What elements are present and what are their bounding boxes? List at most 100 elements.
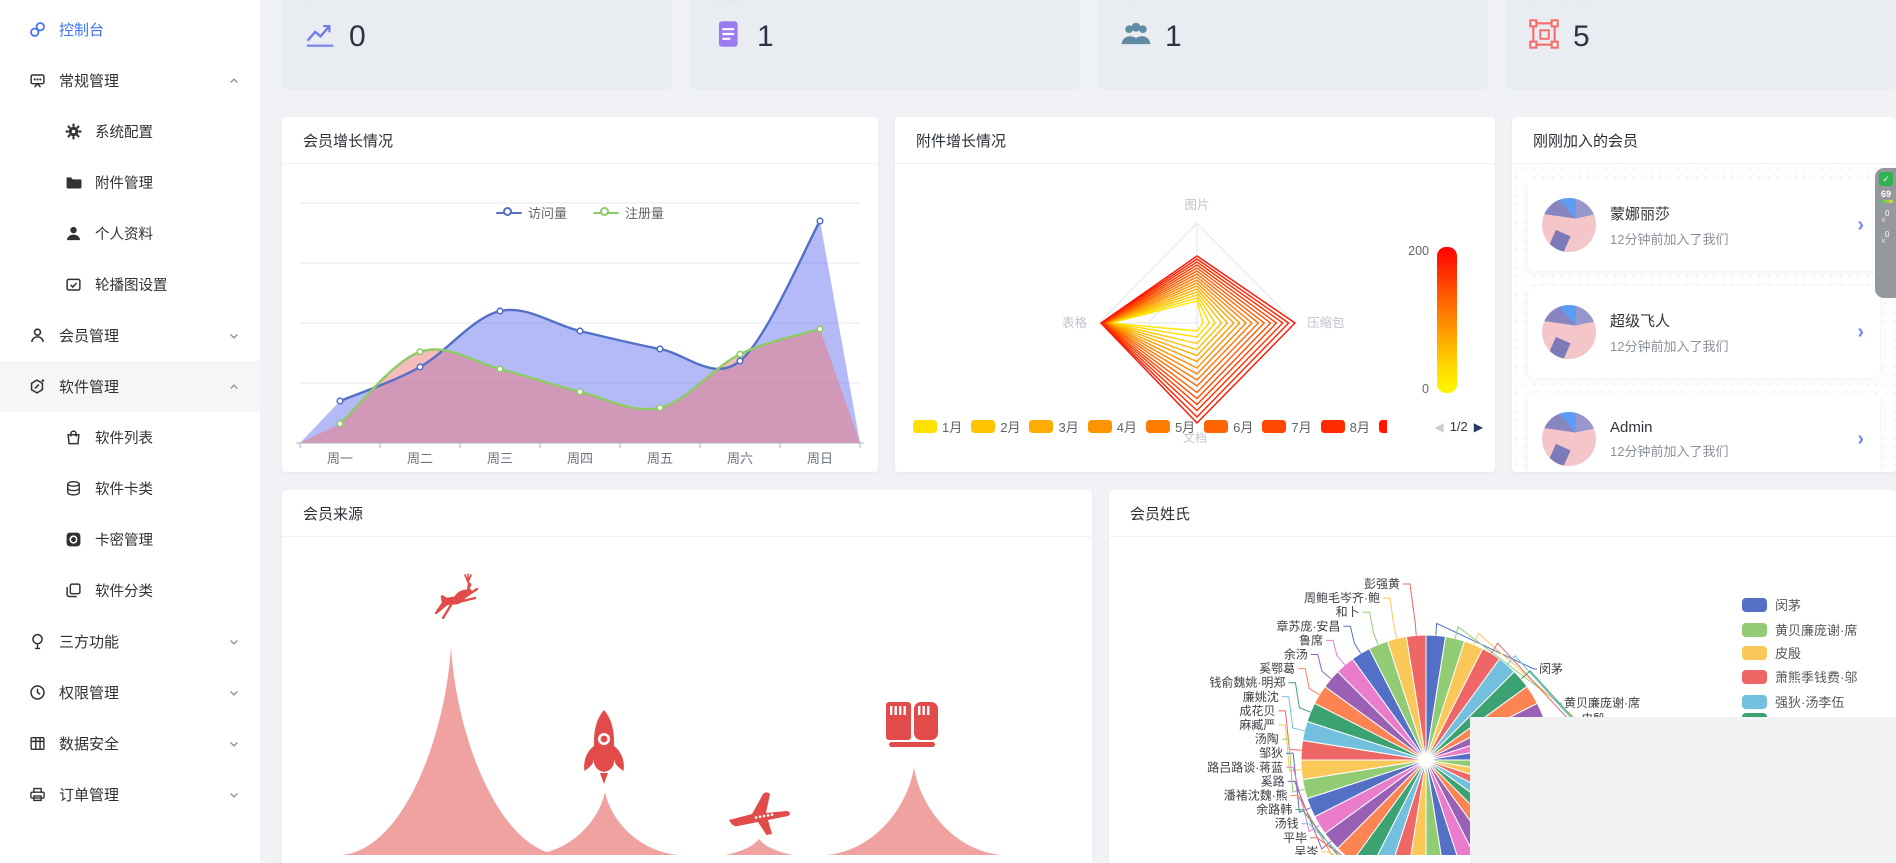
pie-label-left: 余汤 <box>1284 647 1308 662</box>
folder-icon <box>64 174 82 192</box>
chevron-right-icon[interactable]: › <box>1857 427 1864 450</box>
network-monitor-widget[interactable]: ✓ 69 ↑ 0 K ↓ 0 K <box>1875 168 1896 298</box>
member-name: 超级飞人 <box>1610 312 1671 330</box>
sidebar-item-卡密管理[interactable]: 卡密管理 <box>0 514 260 565</box>
sidebar-item-label: 附件管理 <box>95 176 153 192</box>
chevron-down-icon[interactable] <box>228 687 240 699</box>
sidebar-item-软件卡类[interactable]: 软件卡类 <box>0 463 260 514</box>
sidebar-item-软件管理[interactable]: 软件管理 <box>0 361 260 412</box>
legend-label: 皮殷 <box>1775 646 1802 661</box>
pie-label-left: 汤陶 <box>1255 731 1279 746</box>
sidebar-item-附件管理[interactable]: 附件管理 <box>0 157 260 208</box>
member-growth-line-chart[interactable]: 周一 周二 周三 周四 周五 周六 周日 <box>282 164 878 472</box>
radar-legend-item-6月[interactable]: 6月 <box>1204 417 1253 436</box>
new-members-title: 刚刚加入的会员 <box>1512 117 1896 164</box>
sidebar-item-个人资料[interactable]: 个人资料 <box>0 208 260 259</box>
legend-label: 1月 <box>942 420 963 435</box>
plane-icon <box>729 792 790 835</box>
member-row-蒙娜丽莎[interactable]: 蒙娜丽莎 12分钟前加入了我们 › <box>1528 179 1880 271</box>
pie-label-left: 奚路 <box>1261 773 1285 788</box>
sidebar-item-订单管理[interactable]: 订单管理 <box>0 769 260 820</box>
x-axis-tick-label: 周四 <box>567 451 593 466</box>
legend-swatch <box>1742 669 1767 684</box>
sidebar-item-软件列表[interactable]: 软件列表 <box>0 412 260 463</box>
legend-line-marker <box>495 206 522 219</box>
sidebar-item-控制台[interactable]: 控制台 <box>0 4 260 55</box>
chevron-down-icon[interactable] <box>228 330 240 342</box>
radar-legend-item-1月[interactable]: 1月 <box>913 417 962 436</box>
chevron-down-icon[interactable] <box>228 636 240 648</box>
x-axis-tick-label: 周六 <box>727 451 753 466</box>
sidebar-item-数据安全[interactable]: 数据安全 <box>0 718 260 769</box>
sidebar-item-label: 软件分类 <box>95 584 153 600</box>
sidebar-item-权限管理[interactable]: 权限管理 <box>0 667 260 718</box>
sidebar-item-三方功能[interactable]: 三方功能 <box>0 616 260 667</box>
radar-legend-item-5月[interactable]: 5月 <box>1145 417 1195 436</box>
legend-item-访问量[interactable]: 访问量 <box>495 203 567 222</box>
pie-legend-item-强狄·汤李伍[interactable]: 强狄·汤李伍 <box>1742 692 1844 711</box>
deer-icon <box>434 573 479 620</box>
chevron-right-icon[interactable]: › <box>1857 213 1864 236</box>
chevron-down-icon[interactable] <box>228 738 240 750</box>
pie-legend-item-黄贝廉庞谢·席[interactable]: 黄贝廉庞谢·席 <box>1742 620 1857 639</box>
pie-slice <box>1425 759 1475 855</box>
member-joined-text: 12分钟前加入了我们 <box>1610 231 1729 247</box>
legend-label: 萧熊季钱费·邬 <box>1775 670 1858 685</box>
member-row-超级飞人[interactable]: 超级飞人 12分钟前加入了我们 › <box>1528 286 1880 378</box>
x-axis-tick-label: 周五 <box>647 451 673 466</box>
pie-slice <box>1425 759 1458 855</box>
member-source-title: 会员来源 <box>282 490 1092 537</box>
shopping-bag-icon <box>64 429 82 447</box>
new-members-list: 蒙娜丽莎 12分钟前加入了我们 › 超级飞人 12分钟前加入了我们 › Admin 12分钟前… <box>1512 164 1896 472</box>
pie-label-left: 潘褚沈魏·熊 <box>1224 788 1288 803</box>
member-outline-icon <box>28 327 46 345</box>
legend-page-indicator: 1/2 <box>1449 419 1468 434</box>
sidebar-item-label: 软件管理 <box>59 379 120 396</box>
pie-label-right: 闵茅 <box>1539 661 1563 676</box>
sidebar-item-系统配置[interactable]: 系统配置 <box>0 106 260 157</box>
radar-legend-item-2月[interactable]: 2月 <box>971 417 1020 436</box>
copy-icon <box>64 582 82 600</box>
sidebar-item-label: 控制台 <box>59 22 105 39</box>
chevron-up-icon[interactable] <box>228 381 240 393</box>
chevron-right-icon[interactable]: › <box>1857 320 1864 343</box>
sidebar-item-软件分类[interactable]: 软件分类 <box>0 565 260 616</box>
pie-legend-item-闵茅[interactable]: 闵茅 <box>1742 595 1801 614</box>
legend-next-icon[interactable]: ▶ <box>1473 419 1483 434</box>
stat-card-title: 今日订单数 <box>1528 0 1876 4</box>
stat-card-title: 商品总数 <box>712 0 1060 4</box>
radar-legend-item-4月[interactable]: 4月 <box>1087 417 1137 436</box>
legend-label: 3月 <box>1058 420 1079 435</box>
pie-label-left: 钱俞魏姚·明郑 <box>1209 675 1285 690</box>
pie-legend-item-皮殷[interactable]: 皮殷 <box>1742 643 1801 662</box>
trend-chart-icon <box>304 18 336 55</box>
legend-prev-icon[interactable]: ◀ <box>1434 419 1444 434</box>
member-row-Admin[interactable]: Admin 12分钟前加入了我们 › <box>1528 393 1880 472</box>
pie-legend-item-萧熊季钱费·邬[interactable]: 萧熊季钱费·邬 <box>1742 667 1857 686</box>
legend-item-注册量[interactable]: 注册量 <box>593 203 664 222</box>
new-members-card: 刚刚加入的会员 蒙娜丽莎 12分钟前加入了我们 › 超级飞人 12分钟前加入了我们 › Ad… <box>1512 117 1896 472</box>
radar-axis-label-bottom: 文档 <box>1182 431 1207 445</box>
sidebar-item-label: 系统配置 <box>95 125 153 141</box>
sidebar-item-label: 轮播图设置 <box>95 278 168 294</box>
presentation-board-icon <box>28 72 46 90</box>
sidebar-item-常规管理[interactable]: 常规管理 <box>0 55 260 106</box>
chevron-up-icon[interactable] <box>228 75 240 87</box>
legend-label: 访问量 <box>527 206 567 221</box>
badge-icon <box>28 633 46 651</box>
legend-swatch <box>1145 420 1170 433</box>
chevron-down-icon[interactable] <box>228 789 240 801</box>
sidebar-item-label: 软件列表 <box>95 431 153 447</box>
sidebar-item-label: 软件卡类 <box>95 482 153 498</box>
rocket-icon <box>584 710 624 784</box>
legend-swatch <box>971 420 996 433</box>
monitor-score: 69 <box>1881 189 1892 199</box>
sidebar-item-会员管理[interactable]: 会员管理 <box>0 310 260 361</box>
member-name: 蒙娜丽莎 <box>1610 205 1671 223</box>
sidebar-item-轮播图设置[interactable]: 轮播图设置 <box>0 259 260 310</box>
radar-legend-item-8月[interactable]: 8月 <box>1320 417 1370 436</box>
member-source-card: 会员来源 <box>282 490 1092 863</box>
train-icon <box>886 702 938 747</box>
radar-legend-item-7月[interactable]: 7月 <box>1262 417 1312 436</box>
radar-legend-item-3月[interactable]: 3月 <box>1029 417 1079 436</box>
